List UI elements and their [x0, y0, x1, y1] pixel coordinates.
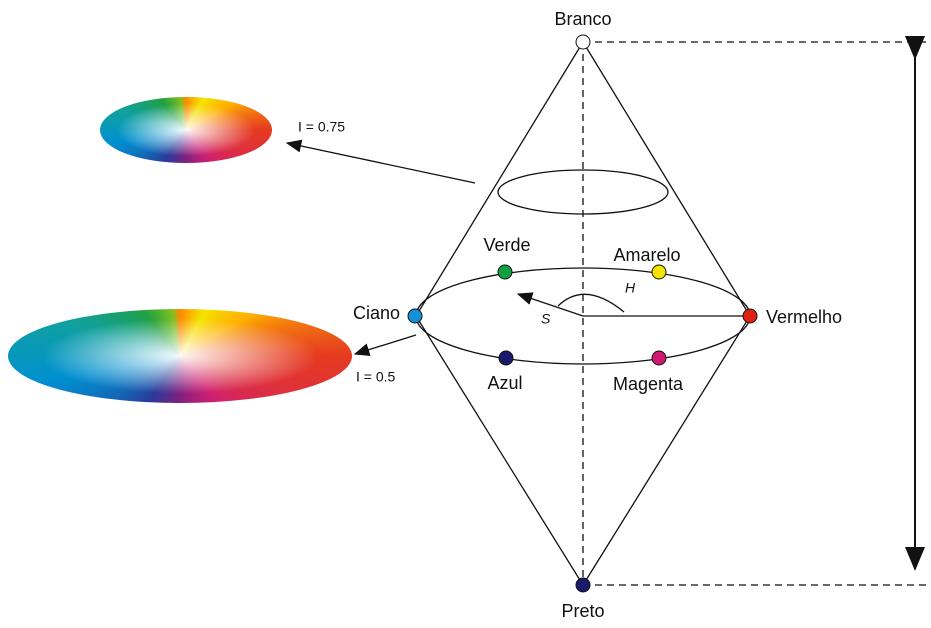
label: Vermelho: [766, 307, 842, 327]
cone-edge: [415, 41, 584, 317]
label: Ciano: [353, 303, 400, 323]
magenta-point: [651, 350, 667, 366]
pointer-middle: [353, 334, 417, 356]
white-point: [575, 34, 591, 50]
yellow-point: [651, 264, 667, 280]
black-point: [575, 577, 591, 593]
cone-edge: [415, 315, 584, 586]
label: Verde: [483, 235, 530, 255]
label: Branco: [554, 9, 611, 29]
green-point: [497, 264, 513, 280]
blue-point: [498, 350, 514, 366]
color-wheel-upper: [100, 97, 272, 163]
color-wheel-middle: [8, 309, 352, 403]
label: Magenta: [613, 374, 684, 394]
hue-label: H: [625, 280, 636, 296]
red-point: [742, 308, 758, 324]
intensity-label: I = 0.5: [356, 369, 396, 385]
label: Azul: [487, 373, 522, 393]
cone-edge: [582, 41, 751, 317]
cyan-point: [407, 308, 423, 324]
cone-edge: [582, 315, 751, 586]
saturation-label: S: [541, 311, 551, 327]
pointer-upper: [285, 139, 476, 184]
hue-arc: [557, 293, 625, 313]
label: Preto: [561, 601, 604, 621]
intensity-label: I = 0.75: [298, 119, 345, 135]
saturation-arrow: [516, 292, 584, 317]
label: Amarelo: [613, 245, 680, 265]
